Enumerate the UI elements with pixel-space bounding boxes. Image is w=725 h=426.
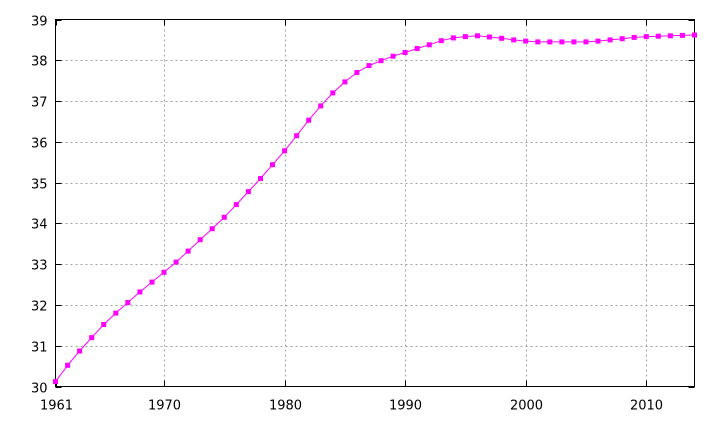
data-point-1961: [53, 379, 58, 385]
y-tick-label-2: 32: [31, 300, 48, 315]
data-point-1996: [475, 33, 480, 39]
data-point-1970: [161, 269, 167, 275]
data-point-2008: [619, 36, 625, 42]
data-point-1992: [426, 42, 432, 48]
x-tick-label-4: 2000: [510, 399, 543, 414]
data-point-1993: [438, 38, 444, 44]
data-point-2003: [559, 39, 565, 45]
data-point-1966: [113, 310, 119, 316]
y-tick-label-7: 37: [31, 96, 48, 111]
data-point-1979: [270, 162, 275, 168]
data-point-1994: [450, 35, 456, 41]
data-point-1963: [77, 348, 83, 354]
data-point-2006: [595, 38, 601, 44]
data-point-1972: [185, 248, 191, 254]
tick-labels: 30 31 32 33 34 35 36 37 38 39 1961 1970 1980 1990 2000…: [31, 15, 663, 414]
data-point-2001: [535, 39, 541, 45]
data-point-1985: [342, 79, 348, 85]
data-point-1995: [462, 34, 468, 40]
x-tick-label-0: 1961: [40, 399, 73, 414]
x-tick-label-5: 2010: [630, 399, 663, 414]
series-line-0: [55, 34, 695, 382]
data-point-2009: [631, 34, 637, 40]
data-point-2000: [523, 38, 529, 44]
axis-ticks: [55, 19, 695, 388]
y-tick-label-6: 36: [31, 137, 48, 152]
data-point-1971: [173, 259, 179, 265]
data-point-1962: [65, 362, 71, 368]
y-tick-label-8: 38: [31, 55, 48, 70]
data-point-1999: [511, 37, 517, 43]
y-tick-label-1: 31: [31, 341, 48, 356]
data-point-1974: [209, 226, 215, 232]
y-tick-label-3: 33: [31, 259, 48, 274]
data-point-1991: [414, 46, 420, 51]
series-1: [53, 32, 697, 385]
data-point-1967: [125, 300, 131, 305]
data-point-2002: [547, 39, 553, 45]
data-point-1980: [282, 148, 288, 154]
data-point-2013: [679, 32, 685, 38]
data-point-1968: [137, 289, 143, 295]
x-tick-label-2: 1980: [269, 399, 302, 414]
data-point-1998: [499, 35, 505, 41]
data-point-1976: [233, 202, 239, 208]
data-point-1988: [378, 58, 384, 64]
grid-lines: [55, 19, 695, 387]
y-tick-label-4: 34: [31, 218, 48, 233]
y-tick-label-0: 30: [31, 382, 48, 397]
data-point-2005: [583, 39, 589, 45]
data-point-1983: [318, 103, 324, 109]
data-point-1984: [330, 90, 336, 96]
data-point-1989: [390, 53, 396, 59]
data-point-1965: [101, 322, 107, 327]
data-point-2011: [655, 33, 661, 39]
data-point-1973: [197, 237, 203, 243]
data-point-1975: [221, 214, 227, 220]
data-point-1969: [149, 279, 155, 285]
data-point-2004: [571, 39, 577, 45]
data-point-1978: [258, 176, 263, 181]
data-point-1981: [294, 133, 300, 139]
data-point-1964: [89, 335, 95, 341]
data-point-1997: [487, 34, 492, 40]
x-tick-label-1: 1970: [148, 399, 181, 414]
plot-frame: [55, 19, 695, 387]
data-point-2012: [667, 33, 673, 39]
y-tick-label-5: 35: [31, 178, 48, 193]
data-point-1977: [245, 189, 251, 195]
data-point-2014: [692, 32, 697, 38]
data-point-2007: [607, 37, 613, 43]
data-point-1982: [306, 117, 312, 123]
data-point-1990: [402, 50, 408, 55]
data-point-2010: [643, 34, 649, 40]
y-tick-label-9: 39: [31, 15, 48, 30]
data-point-1987: [366, 63, 372, 69]
data-point-1986: [354, 70, 360, 75]
x-tick-label-3: 1990: [389, 399, 422, 414]
